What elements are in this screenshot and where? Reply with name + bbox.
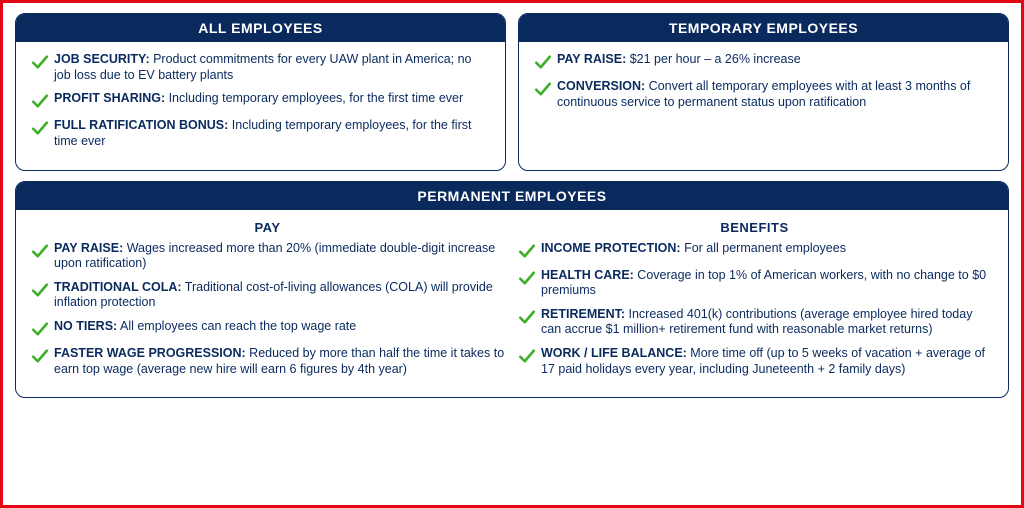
- item-label: FASTER WAGE PROGRESSION:: [54, 346, 246, 360]
- infographic-frame: ALL EMPLOYEES JOB SECURITY: Product comm…: [0, 0, 1024, 508]
- item-label: NO TIERS:: [54, 319, 117, 333]
- item-text: INCOME PROTECTION: For all permanent emp…: [541, 241, 846, 257]
- item-text: NO TIERS: All employees can reach the to…: [54, 319, 356, 335]
- item-body: $21 per hour – a 26% increase: [626, 52, 800, 66]
- check-icon: [30, 92, 50, 110]
- column-title-benefits: BENEFITS: [517, 220, 992, 235]
- check-icon: [30, 281, 50, 299]
- item-text: TRADITIONAL COLA: Traditional cost-of-li…: [54, 280, 505, 311]
- list-item: TRADITIONAL COLA: Traditional cost-of-li…: [30, 280, 505, 311]
- item-text: CONVERSION: Convert all temporary employ…: [557, 79, 992, 110]
- item-label: PAY RAISE:: [557, 52, 626, 66]
- panel-temporary-employees: TEMPORARY EMPLOYEES PAY RAISE: $21 per h…: [518, 13, 1009, 171]
- item-text: WORK / LIFE BALANCE: More time off (up t…: [541, 346, 992, 377]
- item-text: RETIREMENT: Increased 401(k) contributio…: [541, 307, 992, 338]
- panel-body-perm: PAY PAY RAISE: Wages increased more than…: [16, 210, 1008, 398]
- item-label: CONVERSION:: [557, 79, 645, 93]
- item-label: INCOME PROTECTION:: [541, 241, 681, 255]
- list-item: FULL RATIFICATION BONUS: Including tempo…: [30, 118, 489, 149]
- list-item: PAY RAISE: $21 per hour – a 26% increase: [533, 52, 992, 71]
- item-label: HEALTH CARE:: [541, 268, 634, 282]
- check-icon: [30, 320, 50, 338]
- item-text: PROFIT SHARING: Including temporary empl…: [54, 91, 463, 107]
- item-text: PAY RAISE: $21 per hour – a 26% increase: [557, 52, 801, 68]
- list-item: RETIREMENT: Increased 401(k) contributio…: [517, 307, 992, 338]
- panel-header-all: ALL EMPLOYEES: [16, 14, 505, 42]
- check-icon: [517, 242, 537, 260]
- panel-body-all: JOB SECURITY: Product commitments for ev…: [16, 42, 505, 170]
- item-label: RETIREMENT:: [541, 307, 625, 321]
- item-label: PROFIT SHARING:: [54, 91, 165, 105]
- item-label: TRADITIONAL COLA:: [54, 280, 182, 294]
- list-item: JOB SECURITY: Product commitments for ev…: [30, 52, 489, 83]
- check-icon: [30, 347, 50, 365]
- list-item: PROFIT SHARING: Including temporary empl…: [30, 91, 489, 110]
- panel-body-temp: PAY RAISE: $21 per hour – a 26% increase…: [519, 42, 1008, 130]
- item-label: FULL RATIFICATION BONUS:: [54, 118, 228, 132]
- item-label: WORK / LIFE BALANCE:: [541, 346, 687, 360]
- panel-all-employees: ALL EMPLOYEES JOB SECURITY: Product comm…: [15, 13, 506, 171]
- list-item: NO TIERS: All employees can reach the to…: [30, 319, 505, 338]
- column-benefits: BENEFITS INCOME PROTECTION: For all perm…: [517, 220, 992, 386]
- check-icon: [517, 308, 537, 326]
- list-item: FASTER WAGE PROGRESSION: Reduced by more…: [30, 346, 505, 377]
- check-icon: [517, 269, 537, 287]
- panel-header-perm: PERMANENT EMPLOYEES: [16, 182, 1008, 210]
- check-icon: [533, 80, 553, 98]
- item-text: PAY RAISE: Wages increased more than 20%…: [54, 241, 505, 272]
- top-row: ALL EMPLOYEES JOB SECURITY: Product comm…: [15, 13, 1009, 171]
- check-icon: [517, 347, 537, 365]
- list-item: CONVERSION: Convert all temporary employ…: [533, 79, 992, 110]
- item-body: Including temporary employees, for the f…: [165, 91, 463, 105]
- item-text: HEALTH CARE: Coverage in top 1% of Ameri…: [541, 268, 992, 299]
- panel-permanent-employees: PERMANENT EMPLOYEES PAY PAY RAISE: Wages…: [15, 181, 1009, 399]
- item-text: FASTER WAGE PROGRESSION: Reduced by more…: [54, 346, 505, 377]
- list-item: HEALTH CARE: Coverage in top 1% of Ameri…: [517, 268, 992, 299]
- panel-header-temp: TEMPORARY EMPLOYEES: [519, 14, 1008, 42]
- permanent-columns: PAY PAY RAISE: Wages increased more than…: [30, 220, 992, 386]
- item-body: For all permanent employees: [681, 241, 846, 255]
- check-icon: [533, 53, 553, 71]
- column-title-pay: PAY: [30, 220, 505, 235]
- item-body: All employees can reach the top wage rat…: [117, 319, 356, 333]
- item-text: FULL RATIFICATION BONUS: Including tempo…: [54, 118, 489, 149]
- check-icon: [30, 53, 50, 71]
- check-icon: [30, 242, 50, 260]
- list-item: PAY RAISE: Wages increased more than 20%…: [30, 241, 505, 272]
- item-text: JOB SECURITY: Product commitments for ev…: [54, 52, 489, 83]
- item-label: PAY RAISE:: [54, 241, 123, 255]
- check-icon: [30, 119, 50, 137]
- column-pay: PAY PAY RAISE: Wages increased more than…: [30, 220, 505, 386]
- list-item: INCOME PROTECTION: For all permanent emp…: [517, 241, 992, 260]
- item-label: JOB SECURITY:: [54, 52, 150, 66]
- list-item: WORK / LIFE BALANCE: More time off (up t…: [517, 346, 992, 377]
